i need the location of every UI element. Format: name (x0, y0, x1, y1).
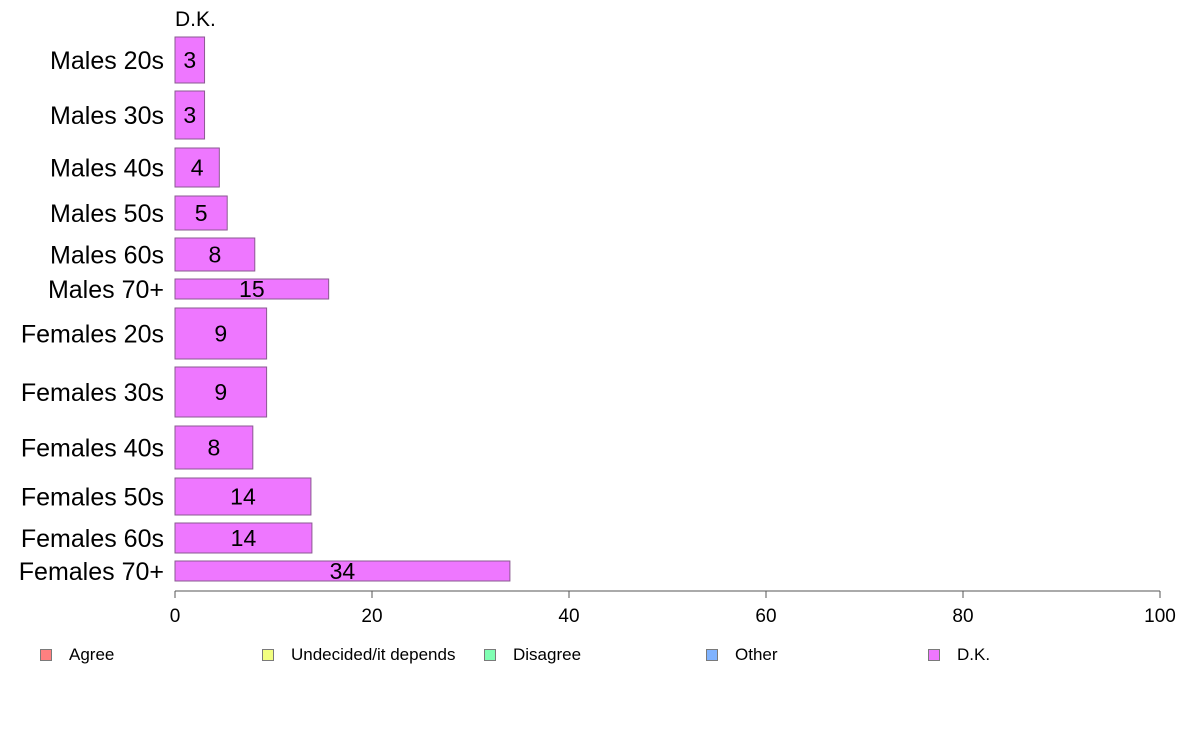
category-label: Females 40s (21, 435, 164, 463)
legend: Agree Undecided/it depends Disagree Othe… (0, 642, 1188, 668)
bar-value-label: 4 (191, 155, 204, 181)
legend-swatch (928, 649, 940, 661)
category-label: Males 70+ (48, 276, 164, 304)
x-tick-label: 20 (361, 606, 382, 627)
legend-label: Other (735, 645, 778, 664)
category-label: Females 70+ (19, 558, 164, 586)
x-tick-label: 40 (558, 606, 579, 627)
bar-value-label: 9 (214, 321, 227, 347)
bar (174, 425, 254, 470)
bar-value-label: 15 (239, 276, 265, 302)
x-tick-label: 60 (755, 606, 776, 627)
bar (174, 560, 511, 582)
category-label: Males 30s (50, 102, 164, 130)
bar (174, 90, 206, 140)
bar-value-label: 3 (183, 47, 196, 73)
bar (174, 522, 313, 554)
legend-item-dk: D.K. (928, 642, 990, 668)
bar (174, 237, 256, 272)
x-tick-label: 80 (952, 606, 973, 627)
legend-item-undecided: Undecided/it depends (262, 642, 455, 668)
bar-value-label: 8 (208, 435, 221, 461)
bar-value-label: 34 (330, 558, 356, 584)
x-tick-label: 0 (170, 606, 181, 627)
bar-value-label: 3 (183, 102, 196, 128)
bar-value-label: 14 (230, 484, 256, 510)
legend-item-other: Other (706, 642, 778, 668)
legend-item-agree: Agree (40, 642, 114, 668)
legend-label: Undecided/it depends (291, 645, 456, 664)
panel-title: D.K. (175, 8, 216, 31)
legend-label: Disagree (513, 645, 582, 664)
bar (174, 195, 228, 231)
x-tick-label: 100 (1144, 606, 1176, 627)
category-label: Males 50s (50, 200, 164, 228)
category-label: Males 20s (50, 47, 164, 75)
legend-label: D.K. (957, 645, 991, 664)
category-label: Females 30s (21, 379, 164, 407)
bars-group: Males 20s 3 Males 30s 3 Males 40s 4 Males 50s 5… (19, 36, 511, 586)
bar-value-label: 8 (208, 242, 221, 268)
legend-swatch (706, 649, 718, 661)
bar (174, 307, 268, 360)
category-label: Females 20s (21, 321, 164, 349)
bar (174, 477, 312, 516)
x-axis: 0 20 40 60 80 100 (170, 590, 1176, 627)
legend-swatch (262, 649, 274, 661)
legend-swatch (484, 649, 496, 661)
bar (174, 366, 268, 418)
bar (174, 147, 220, 188)
legend-item-disagree: Disagree (484, 642, 581, 668)
category-label: Females 60s (21, 525, 164, 553)
legend-swatch (40, 649, 52, 661)
bar-value-label: 9 (214, 379, 227, 405)
category-label: Males 40s (50, 155, 164, 183)
category-label: Males 60s (50, 242, 164, 270)
bar-value-label: 5 (195, 200, 208, 226)
bar (174, 278, 330, 300)
category-label: Females 50s (21, 484, 164, 512)
legend-label: Agree (69, 645, 115, 664)
bar-value-label: 14 (231, 525, 257, 551)
bar (174, 36, 206, 84)
